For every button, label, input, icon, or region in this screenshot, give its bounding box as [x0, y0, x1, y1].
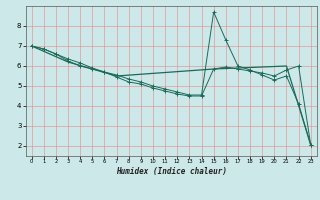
X-axis label: Humidex (Indice chaleur): Humidex (Indice chaleur) [116, 167, 227, 176]
